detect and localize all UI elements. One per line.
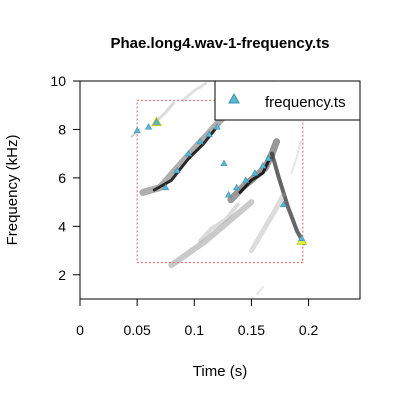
legend: frequency.ts: [214, 80, 361, 121]
legend-box: [214, 80, 361, 121]
x-tick-label: 0.05: [124, 322, 151, 338]
data-point: [162, 183, 170, 191]
data-point: [213, 123, 221, 130]
data-point: [233, 183, 241, 191]
data-point: [225, 191, 233, 198]
y-tick-label: 6: [58, 170, 66, 186]
y-tick-label: 8: [58, 121, 66, 137]
data-points: [133, 116, 308, 245]
spectrogram-trace: [248, 192, 286, 254]
x-tick-label: 0.15: [238, 322, 265, 338]
spectrogram-trace: [152, 127, 217, 192]
spectrogram-trace: [256, 285, 264, 296]
legend-label: frequency.ts: [265, 94, 346, 111]
data-point: [205, 130, 213, 137]
spectrogram-trace: [238, 157, 272, 194]
data-point: [196, 137, 204, 145]
x-axis-title: Time (s): [193, 363, 247, 380]
spectrogram-trace: [290, 140, 302, 174]
x-tick-label: 0: [76, 322, 84, 338]
spectrogram-trace: [168, 199, 255, 269]
data-point: [173, 166, 181, 174]
data-point: [298, 234, 306, 241]
y-tick-label: 4: [58, 218, 66, 234]
data-point: [145, 123, 153, 130]
spectrogram-trace: [270, 151, 306, 246]
data-point: [153, 118, 161, 125]
data-point: [251, 169, 259, 176]
y-axis: 2 4 6 8 10: [50, 73, 80, 283]
y-axis-title: Frequency (kHz): [4, 135, 21, 246]
legend-marker-triangle-icon: [228, 92, 240, 104]
data-point: [259, 161, 267, 169]
spectrogram-trace: [139, 113, 227, 196]
data-point: [242, 176, 250, 183]
spectrogram-trace: [227, 138, 281, 204]
data-point: [133, 126, 141, 134]
y-tick-label: 10: [50, 73, 66, 89]
y-tick-label: 2: [58, 267, 66, 283]
chart-title: Phae.long4.wav-1-frequency.ts: [111, 35, 330, 52]
x-axis: 0 0.05 0.1 0.15 0.2: [76, 299, 319, 338]
data-point: [265, 154, 273, 162]
spectrogram-trace: [156, 101, 176, 122]
spectrogram-trace: [181, 81, 208, 102]
x-tick-label: 0.2: [299, 322, 319, 338]
data-point: [220, 159, 228, 166]
data-point: [279, 200, 287, 208]
x-tick-label: 0.1: [185, 322, 205, 338]
data-point: [185, 149, 193, 157]
spectrogram-trace: [198, 202, 240, 243]
